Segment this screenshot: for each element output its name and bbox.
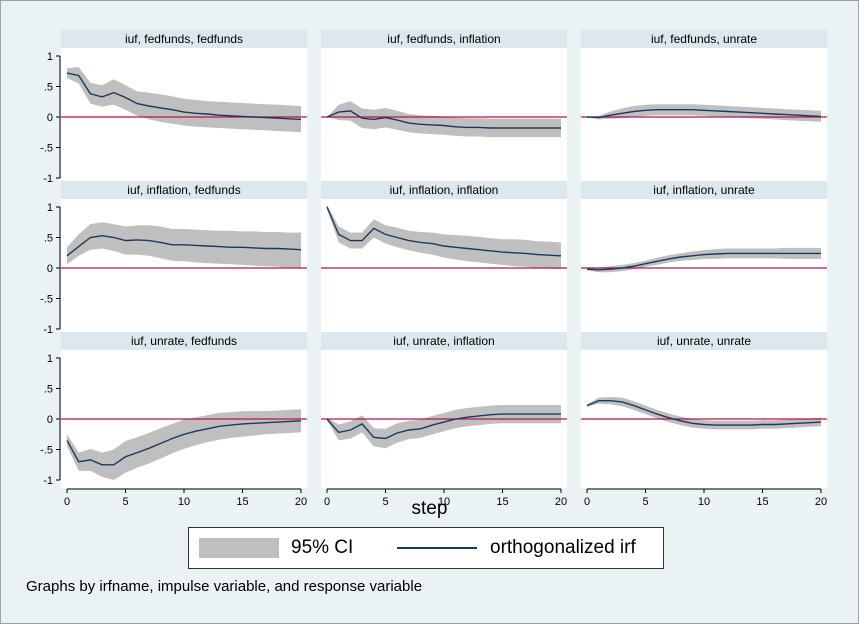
panel-title: iuf, inflation, unrate bbox=[653, 183, 755, 197]
legend-ci-swatch bbox=[199, 538, 279, 558]
legend-ci-label: 95% CI bbox=[291, 537, 354, 558]
irf-panel: iuf, fedfunds, unrate bbox=[581, 30, 827, 186]
x-tick-label: 15 bbox=[756, 496, 768, 508]
irf-panel: iuf, unrate, inflation 0 5 10 15 20 bbox=[321, 332, 567, 508]
irf-line bbox=[586, 108, 822, 119]
x-tick-label: 10 bbox=[438, 496, 450, 508]
y-tick-label: .5 bbox=[44, 233, 53, 245]
irf-panel: iuf, unrate, unrate 0 5 10 15 20 bbox=[581, 332, 827, 508]
irf-panel: iuf, unrate, fedfunds 1 .5 0 -.5 -1 0 5 10 15 20 bbox=[40, 332, 307, 508]
y-tick-label: 1 bbox=[47, 353, 53, 365]
panel-header bbox=[581, 30, 827, 48]
ci-band bbox=[327, 204, 561, 270]
y-tick-label: -.5 bbox=[40, 143, 53, 155]
x-tick-label: 0 bbox=[64, 496, 70, 508]
y-tick-label: -.5 bbox=[40, 445, 53, 457]
panel-header bbox=[321, 30, 567, 48]
irf-line bbox=[66, 234, 302, 257]
panel-header bbox=[581, 332, 827, 350]
x-tick-label: 0 bbox=[584, 496, 590, 508]
irf-panel: iuf, inflation, fedfunds 1 .5 0 -.5 -1 bbox=[40, 181, 307, 337]
x-tick-label: 5 bbox=[122, 496, 128, 508]
x-tick-label: 10 bbox=[698, 496, 710, 508]
panel-title: iuf, fedfunds, inflation bbox=[387, 32, 500, 46]
y-tick-label: -1 bbox=[43, 173, 53, 185]
irf-line bbox=[66, 420, 302, 466]
panel-title: iuf, inflation, fedfunds bbox=[127, 183, 240, 197]
y-tick-label: -1 bbox=[43, 324, 53, 336]
legend: 95% CI orthogonalized irf bbox=[188, 527, 664, 569]
panel-header bbox=[61, 332, 307, 350]
x-tick-label: 5 bbox=[382, 496, 388, 508]
panel-title: iuf, fedfunds, unrate bbox=[651, 32, 757, 46]
panel-title: iuf, inflation, inflation bbox=[390, 183, 499, 197]
irf-line bbox=[66, 72, 302, 121]
x-tick-label: 5 bbox=[642, 496, 648, 508]
y-tick-label: 0 bbox=[47, 112, 53, 124]
irf-panel: iuf, inflation, inflation bbox=[321, 181, 567, 337]
y-tick-label: .5 bbox=[44, 384, 53, 396]
y-tick-label: 1 bbox=[47, 202, 53, 214]
x-tick-label: 10 bbox=[178, 496, 190, 508]
x-tick-label: 15 bbox=[236, 496, 248, 508]
panel-header bbox=[321, 332, 567, 350]
panel-title: iuf, unrate, unrate bbox=[657, 334, 751, 348]
irf-panel: iuf, fedfunds, fedfunds 1 .5 0 -.5 -1 bbox=[40, 30, 307, 186]
x-tick-label: 20 bbox=[815, 496, 827, 508]
irf-line bbox=[586, 400, 822, 426]
irf-line bbox=[586, 252, 821, 271]
y-tick-label: 0 bbox=[47, 263, 53, 275]
panel-header bbox=[321, 181, 567, 199]
graph-note: Graphs by irfname, impulse variable, and… bbox=[26, 578, 423, 595]
irf-line bbox=[326, 206, 562, 257]
irf-panel: iuf, fedfunds, inflation bbox=[321, 30, 567, 186]
panel-header bbox=[581, 181, 827, 199]
x-tick-label: 0 bbox=[324, 496, 330, 508]
panel-title: iuf, unrate, fedfunds bbox=[131, 334, 237, 348]
panel-title: iuf, unrate, inflation bbox=[393, 334, 494, 348]
irf-panel: iuf, inflation, unrate bbox=[581, 181, 827, 337]
irf-line bbox=[326, 413, 561, 440]
x-tick-label: 15 bbox=[496, 496, 508, 508]
ci-band bbox=[67, 409, 301, 480]
y-tick-label: 0 bbox=[47, 414, 53, 426]
x-tick-label: 20 bbox=[295, 496, 307, 508]
y-tick-label: 1 bbox=[47, 51, 53, 63]
irf-line bbox=[326, 110, 561, 129]
ci-band bbox=[587, 397, 821, 430]
ci-band bbox=[327, 405, 561, 449]
panel-header bbox=[61, 30, 307, 48]
legend-irf-swatch bbox=[397, 547, 477, 549]
x-tick-label: 20 bbox=[555, 496, 567, 508]
y-tick-label: .5 bbox=[44, 82, 53, 94]
legend-irf-label: orthogonalized irf bbox=[490, 537, 636, 558]
panel-header bbox=[61, 181, 307, 199]
y-tick-label: -1 bbox=[43, 475, 53, 487]
x-axis-label: step bbox=[411, 498, 448, 519]
y-tick-label: -.5 bbox=[40, 294, 53, 306]
panel-title: iuf, fedfunds, fedfunds bbox=[125, 32, 243, 46]
